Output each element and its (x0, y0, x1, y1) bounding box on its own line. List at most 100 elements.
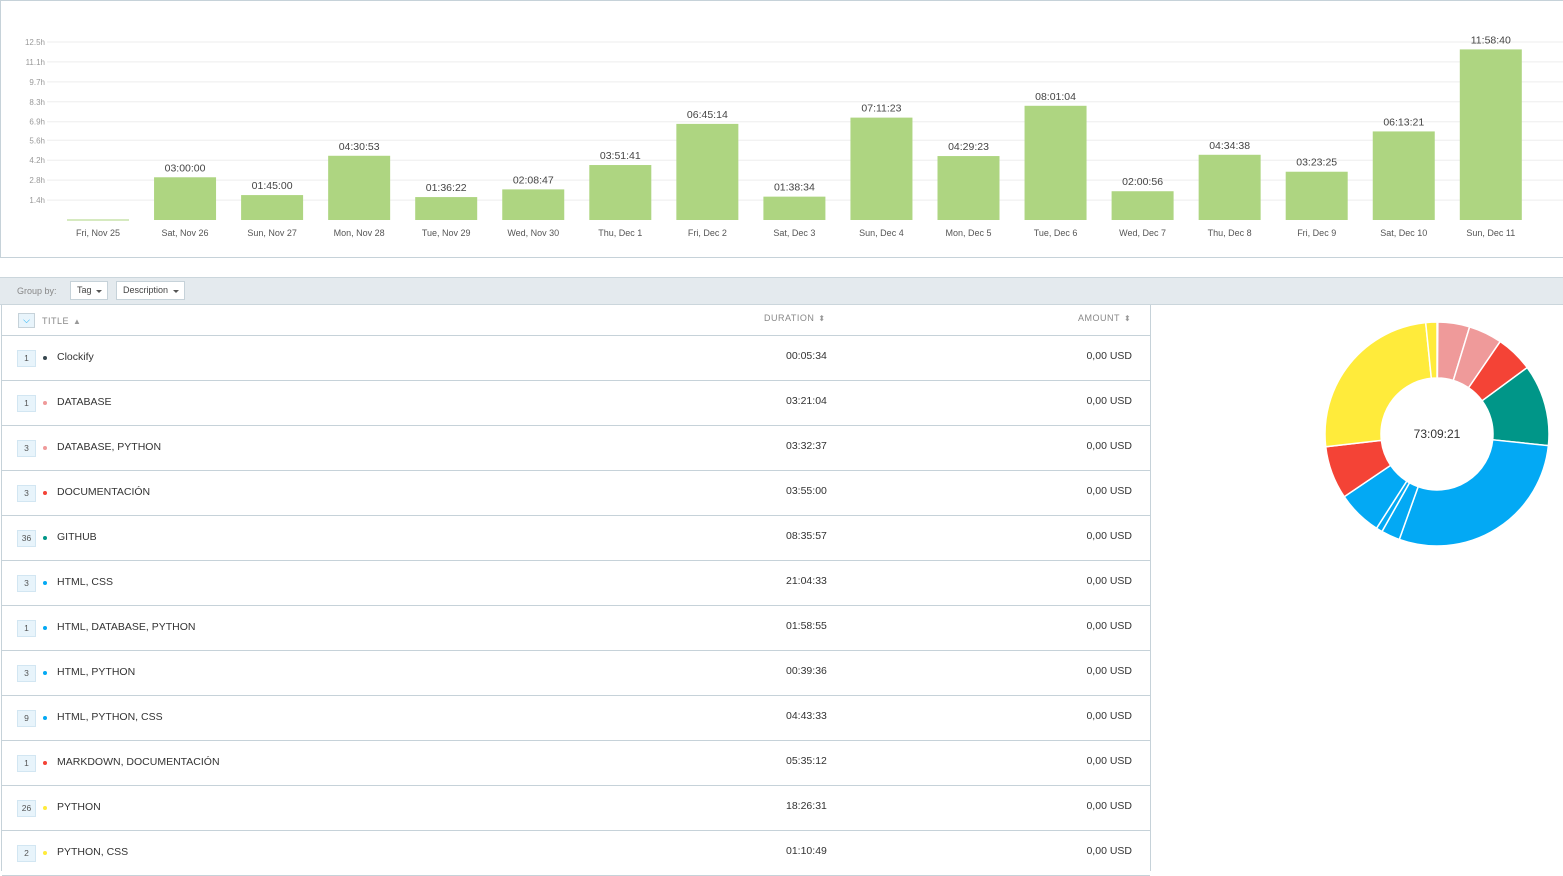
table-row[interactable]: 1 Clockify 00:05:34 0,00 USD (2, 335, 1150, 381)
y-tick-label: 5.6h (29, 136, 45, 145)
bar[interactable] (763, 196, 826, 220)
entry-count-badge[interactable]: 26 (17, 800, 36, 817)
bar-value-label: 11:58:40 (1471, 34, 1511, 46)
sort-asc-icon: ▲ (73, 317, 82, 326)
table-row[interactable]: 3 DOCUMENTACIÓN 03:55:00 0,00 USD (2, 470, 1150, 516)
title-column-header[interactable]: TITLE ▲ (42, 316, 81, 326)
bar[interactable] (676, 123, 739, 220)
row-amount: 0,00 USD (1086, 620, 1132, 632)
bar[interactable] (1459, 49, 1522, 220)
entry-count-badge[interactable]: 3 (17, 485, 36, 502)
group-by-toolbar: Group by: Tag Description (0, 277, 1563, 305)
table-row[interactable]: 36 GITHUB 08:35:57 0,00 USD (2, 515, 1150, 561)
row-amount: 0,00 USD (1086, 530, 1132, 542)
x-tick-label: Tue, Dec 6 (1034, 228, 1078, 238)
bar[interactable] (241, 195, 304, 220)
group-by-tag-value: Tag (77, 285, 92, 295)
y-tick-label: 12.5h (25, 38, 45, 47)
entry-count-badge[interactable]: 2 (17, 845, 36, 862)
entry-count-badge[interactable]: 1 (17, 395, 36, 412)
entry-count-badge[interactable]: 36 (17, 530, 36, 547)
amount-column-header[interactable]: AMOUNT ⬍ (1078, 313, 1131, 323)
duration-column-header[interactable]: DURATION ⬍ (764, 313, 826, 323)
x-tick-label: Sun, Dec 4 (859, 228, 904, 238)
row-amount: 0,00 USD (1086, 395, 1132, 407)
donut-slice[interactable] (1424, 321, 1438, 380)
tag-color-dot (43, 626, 47, 630)
row-title: PYTHON, CSS (57, 846, 129, 858)
donut-slice[interactable] (1398, 438, 1550, 547)
bar-value-label: 06:45:14 (687, 109, 728, 121)
donut-slice[interactable] (1324, 321, 1433, 448)
x-tick-label: Wed, Dec 7 (1119, 228, 1166, 238)
entry-count-badge[interactable]: 3 (17, 665, 36, 682)
y-tick-label: 1.4h (29, 196, 45, 205)
table-row[interactable]: 1 DATABASE 03:21:04 0,00 USD (2, 380, 1150, 426)
row-duration: 05:35:12 (786, 755, 827, 767)
bar[interactable] (850, 117, 913, 220)
bar-value-label: 07:11:23 (861, 103, 901, 115)
bar[interactable] (154, 177, 217, 220)
table-row[interactable]: 3 HTML, PYTHON 00:39:36 0,00 USD (2, 650, 1150, 696)
row-amount: 0,00 USD (1086, 485, 1132, 497)
entry-count-badge[interactable]: 3 (17, 440, 36, 457)
entry-count-badge[interactable]: 1 (17, 755, 36, 772)
row-title: PYTHON (57, 801, 101, 813)
x-tick-label: Sun, Dec 11 (1466, 228, 1515, 238)
row-amount: 0,00 USD (1086, 710, 1132, 722)
row-title: DATABASE (57, 396, 112, 408)
row-duration: 03:55:00 (786, 485, 827, 497)
row-title: DATABASE, PYTHON (57, 441, 162, 453)
title-header-label: TITLE (42, 316, 70, 326)
chevron-down-icon (96, 290, 102, 293)
table-row[interactable]: 3 DATABASE, PYTHON 03:32:37 0,00 USD (2, 425, 1150, 471)
entry-count-badge[interactable]: 1 (17, 350, 36, 367)
bar-value-label: 03:23:25 (1296, 157, 1337, 169)
expand-all-toggle[interactable]: ⌵ (18, 313, 35, 328)
row-duration: 21:04:33 (786, 575, 827, 587)
y-tick-label: 6.9h (29, 118, 45, 127)
bar[interactable] (328, 155, 391, 220)
table-row[interactable]: 9 HTML, PYTHON, CSS 04:43:33 0,00 USD (2, 695, 1150, 741)
row-duration: 00:39:36 (786, 665, 827, 677)
bar[interactable] (502, 189, 565, 220)
bar[interactable] (589, 165, 652, 220)
row-title: HTML, PYTHON (57, 666, 136, 678)
x-tick-label: Thu, Dec 8 (1208, 228, 1252, 238)
bar[interactable] (415, 197, 478, 220)
tag-color-dot (43, 761, 47, 765)
table-row[interactable]: 2 PYTHON, CSS 01:10:49 0,00 USD (2, 830, 1150, 876)
row-duration: 08:35:57 (786, 530, 827, 542)
amount-header-label: AMOUNT (1078, 313, 1120, 323)
table-row[interactable]: 1 MARKDOWN, DOCUMENTACIÓN 05:35:12 0,00 USD (2, 740, 1150, 786)
bar[interactable] (1024, 105, 1087, 220)
sort-icon: ⬍ (818, 314, 826, 323)
x-tick-label: Tue, Nov 29 (422, 228, 471, 238)
row-duration: 01:10:49 (786, 845, 827, 857)
bar[interactable] (1372, 131, 1435, 220)
tag-color-dot (43, 491, 47, 495)
group-by-label: Group by: (17, 286, 57, 296)
row-duration: 00:05:34 (786, 350, 827, 362)
donut-svg: 73:09:21 (1324, 321, 1550, 547)
y-tick-label: 2.8h (29, 176, 45, 185)
table-row[interactable]: 1 HTML, DATABASE, PYTHON 01:58:55 0,00 USD (2, 605, 1150, 651)
entry-count-badge[interactable]: 1 (17, 620, 36, 637)
bar-value-label: 02:00:56 (1122, 176, 1163, 188)
bar[interactable] (1198, 154, 1261, 220)
row-duration: 04:43:33 (786, 710, 827, 722)
bar[interactable] (1111, 191, 1174, 220)
entry-count-badge[interactable]: 9 (17, 710, 36, 727)
row-amount: 0,00 USD (1086, 575, 1132, 587)
row-amount: 0,00 USD (1086, 440, 1132, 452)
table-row[interactable]: 3 HTML, CSS 21:04:33 0,00 USD (2, 560, 1150, 606)
group-by-description-select[interactable]: Description (116, 281, 185, 300)
bar[interactable] (1285, 171, 1348, 220)
entry-count-badge[interactable]: 3 (17, 575, 36, 592)
table-row[interactable]: 26 PYTHON 18:26:31 0,00 USD (2, 785, 1150, 831)
group-by-tag-select[interactable]: Tag (70, 281, 108, 300)
x-tick-label: Sat, Dec 10 (1380, 228, 1427, 238)
bar[interactable] (937, 156, 1000, 220)
bar-value-label: 01:38:34 (774, 182, 815, 194)
daily-bar-chart: 12.5h 11.1h 9.7h 8.3h 6.9h 5.6h 4.2h 2.8h 1.4h Fr… (0, 0, 1563, 258)
